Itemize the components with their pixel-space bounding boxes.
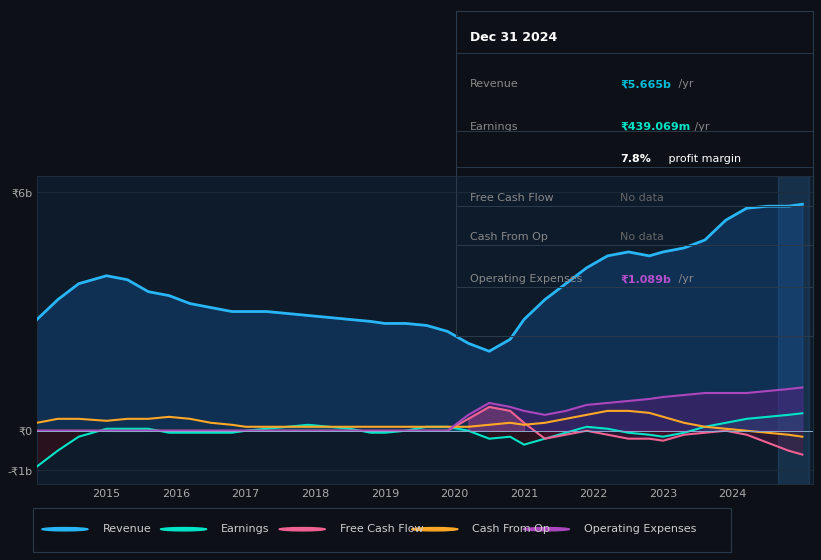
Text: Earnings: Earnings	[222, 524, 270, 534]
Text: No data: No data	[620, 193, 664, 203]
Text: /yr: /yr	[675, 80, 694, 90]
FancyBboxPatch shape	[33, 507, 731, 552]
Circle shape	[42, 528, 88, 531]
Text: ₹439.069m: ₹439.069m	[620, 122, 690, 132]
Text: Revenue: Revenue	[470, 80, 519, 90]
Text: Cash From Op: Cash From Op	[473, 524, 550, 534]
Circle shape	[412, 528, 458, 531]
Bar	[778, 176, 810, 484]
Text: ₹1.089b: ₹1.089b	[620, 274, 671, 284]
Text: No data: No data	[620, 232, 664, 242]
Circle shape	[161, 528, 207, 531]
Text: Earnings: Earnings	[470, 122, 518, 132]
Text: Cash From Op: Cash From Op	[470, 232, 548, 242]
Text: /yr: /yr	[690, 122, 709, 132]
Text: Operating Expenses: Operating Expenses	[585, 524, 696, 534]
Text: Revenue: Revenue	[103, 524, 151, 534]
Text: /yr: /yr	[675, 274, 694, 284]
Text: Free Cash Flow: Free Cash Flow	[340, 524, 424, 534]
Text: Dec 31 2024: Dec 31 2024	[470, 31, 557, 44]
Text: 7.8%: 7.8%	[620, 154, 651, 164]
Text: ₹5.665b: ₹5.665b	[620, 80, 671, 90]
Circle shape	[524, 528, 570, 531]
Text: Operating Expenses: Operating Expenses	[470, 274, 582, 284]
Circle shape	[279, 528, 325, 531]
Text: profit margin: profit margin	[664, 154, 741, 164]
Text: Free Cash Flow: Free Cash Flow	[470, 193, 553, 203]
